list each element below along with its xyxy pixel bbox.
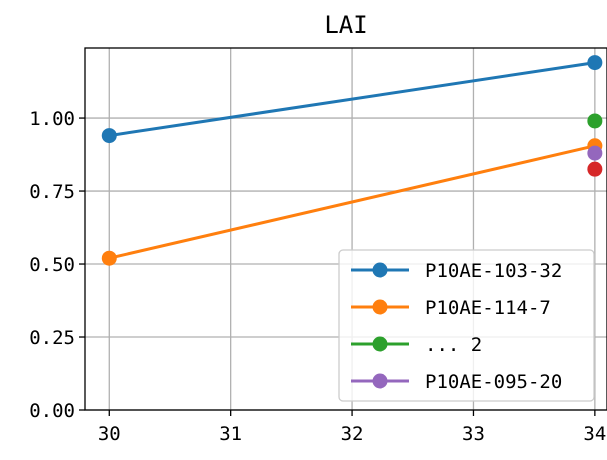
chart-title: LAI: [324, 11, 367, 39]
data-point: [101, 250, 117, 266]
legend-swatch-marker: [372, 262, 388, 278]
data-point: [587, 145, 603, 161]
y-tick-label: 0.00: [29, 400, 75, 422]
legend-label: P10AE-103-32: [425, 260, 562, 282]
y-tick-label: 1.00: [29, 108, 75, 130]
legend-swatch-marker: [372, 373, 388, 389]
series-line: [109, 61, 596, 138]
legend-item: P10AE-103-32: [351, 260, 562, 282]
legend-item: P10AE-095-20: [351, 371, 562, 393]
y-tick-label: 0.25: [29, 327, 75, 349]
axis-ticks: 30 31 32 33 34 0.00 0.25 0.50 0.75 1.00: [29, 108, 606, 445]
data-point: [101, 128, 117, 144]
legend-swatch-marker: [372, 336, 388, 352]
series-3: [587, 161, 603, 177]
series-line: [108, 144, 596, 260]
data-point: [587, 55, 603, 71]
x-tick-label: 34: [583, 423, 606, 445]
x-tick-label: 32: [341, 423, 364, 445]
legend-box: [338, 249, 595, 402]
legend-item: ... 2: [351, 334, 482, 356]
legend-item: P10AE-114-7: [351, 297, 551, 319]
series-2: [587, 113, 603, 129]
legend-swatch-marker: [372, 299, 388, 315]
series-4: [587, 145, 603, 161]
data-point: [587, 161, 603, 177]
legend-label: ... 2: [425, 334, 482, 356]
legend: P10AE-103-32 P10AE-114-7 ... 2 P10AE-095-20: [338, 249, 595, 402]
y-tick-label: 0.75: [29, 181, 75, 203]
y-tick-label: 0.50: [29, 254, 75, 276]
x-tick-label: 30: [98, 423, 121, 445]
x-tick-label: 33: [462, 423, 485, 445]
data-point: [587, 113, 603, 129]
x-tick-label: 31: [219, 423, 242, 445]
plot-frame: [84, 47, 607, 411]
series-layer: [101, 55, 603, 266]
legend-label: P10AE-095-20: [425, 371, 562, 393]
series-0: [101, 55, 603, 144]
legend-label: P10AE-114-7: [425, 297, 551, 319]
